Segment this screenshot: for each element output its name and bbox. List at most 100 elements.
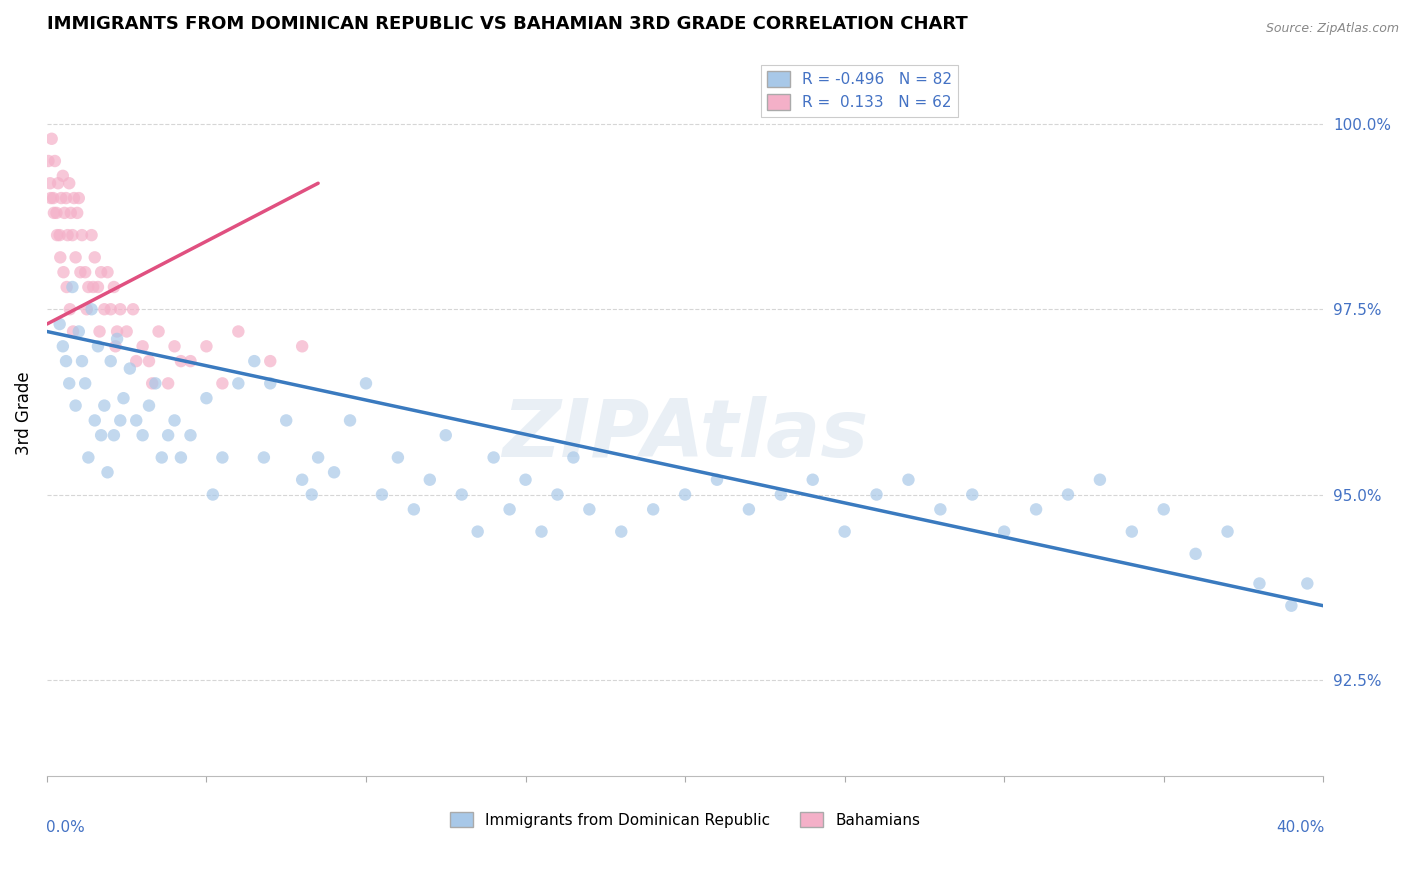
Text: 40.0%: 40.0% <box>1277 820 1324 835</box>
Point <box>80 302 103 317</box>
Point <box>65 399 87 413</box>
Point <box>53 206 76 220</box>
Point <box>339 413 361 427</box>
Point <box>291 339 314 353</box>
Legend: R = -0.496   N = 82, R =  0.133   N = 62: R = -0.496 N = 82, R = 0.133 N = 62 <box>761 65 959 117</box>
Point <box>70 354 93 368</box>
Point <box>1249 576 1271 591</box>
Point <box>45 206 67 220</box>
Point <box>434 428 457 442</box>
Point <box>112 391 135 405</box>
Point <box>145 376 167 391</box>
Point <box>276 413 298 427</box>
Point <box>1184 547 1206 561</box>
Point <box>578 502 600 516</box>
Point <box>834 524 856 539</box>
Point <box>259 376 281 391</box>
Point <box>56 228 79 243</box>
Point <box>93 302 115 317</box>
Point <box>131 428 153 442</box>
Point <box>1296 576 1319 591</box>
Point <box>70 228 93 243</box>
Point <box>131 339 153 353</box>
Point <box>52 265 75 279</box>
Point <box>929 502 952 516</box>
Point <box>83 251 105 265</box>
Point <box>87 280 110 294</box>
Point <box>1153 502 1175 516</box>
Point <box>211 450 233 465</box>
Point <box>122 302 145 317</box>
Point <box>67 191 90 205</box>
Point <box>96 465 118 479</box>
Point <box>195 391 218 405</box>
Point <box>48 317 70 331</box>
Point <box>69 265 91 279</box>
Point <box>44 154 66 169</box>
Point <box>48 228 70 243</box>
Point <box>865 487 887 501</box>
Point <box>103 280 125 294</box>
Point <box>41 132 63 146</box>
Point <box>118 361 141 376</box>
Point <box>39 191 62 205</box>
Point <box>67 325 90 339</box>
Point <box>52 339 75 353</box>
Point <box>96 265 118 279</box>
Point <box>450 487 472 501</box>
Point <box>291 473 314 487</box>
Point <box>498 502 520 516</box>
Point <box>89 325 111 339</box>
Point <box>62 228 84 243</box>
Point <box>1057 487 1080 501</box>
Point <box>897 473 920 487</box>
Point <box>141 376 163 391</box>
Point <box>105 325 128 339</box>
Point <box>125 413 148 427</box>
Point <box>419 473 441 487</box>
Point <box>59 302 82 317</box>
Point <box>562 450 585 465</box>
Point <box>228 325 250 339</box>
Point <box>46 176 69 190</box>
Point <box>530 524 553 539</box>
Text: Source: ZipAtlas.com: Source: ZipAtlas.com <box>1265 22 1399 36</box>
Point <box>211 376 233 391</box>
Point <box>75 265 97 279</box>
Point <box>110 413 132 427</box>
Point <box>55 191 77 205</box>
Point <box>80 228 103 243</box>
Text: ZIPAtlas: ZIPAtlas <box>502 396 869 474</box>
Point <box>77 450 100 465</box>
Point <box>1121 524 1143 539</box>
Point <box>179 428 201 442</box>
Point <box>87 339 110 353</box>
Point <box>801 473 824 487</box>
Point <box>157 428 180 442</box>
Point <box>52 169 75 183</box>
Point <box>83 413 105 427</box>
Point <box>51 191 73 205</box>
Point <box>962 487 984 501</box>
Point <box>706 473 728 487</box>
Point <box>643 502 665 516</box>
Point <box>195 339 218 353</box>
Point <box>58 176 80 190</box>
Point <box>49 251 72 265</box>
Point <box>546 487 568 501</box>
Point <box>148 325 170 339</box>
Point <box>482 450 505 465</box>
Point <box>63 191 86 205</box>
Point <box>769 487 792 501</box>
Point <box>77 280 100 294</box>
Point <box>228 376 250 391</box>
Point <box>163 413 186 427</box>
Point <box>82 280 104 294</box>
Point <box>138 354 160 368</box>
Point <box>104 339 127 353</box>
Point <box>179 354 201 368</box>
Point <box>138 399 160 413</box>
Point <box>93 399 115 413</box>
Point <box>371 487 394 501</box>
Point <box>387 450 409 465</box>
